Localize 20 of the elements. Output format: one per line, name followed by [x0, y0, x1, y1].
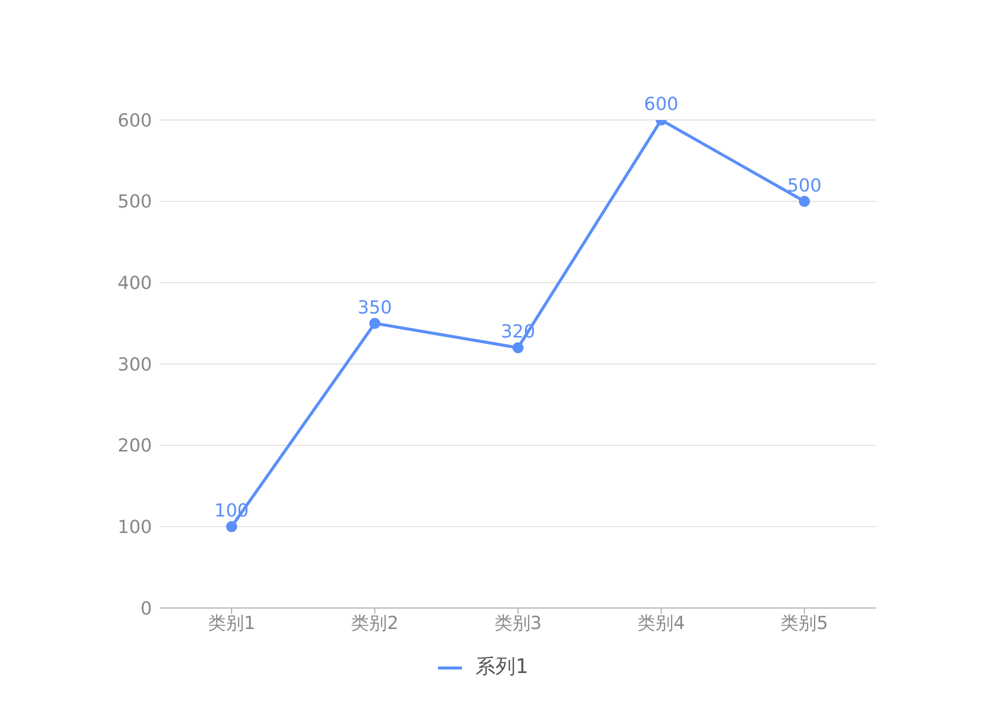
point — [798, 196, 810, 207]
y-tick-label: 500 — [118, 192, 152, 213]
y-tick-label: 100 — [118, 517, 152, 538]
data-label: 600 — [644, 94, 678, 115]
x-tick-label: 类别4 — [637, 612, 685, 634]
y-tick-label: 600 — [118, 110, 152, 132]
x-tick-label: 类别5 — [780, 612, 828, 634]
y-tick-label: 200 — [118, 436, 152, 457]
point — [369, 318, 380, 329]
data-label: 350 — [358, 297, 392, 318]
x-tick-label: 类别3 — [494, 612, 542, 634]
legend-label: 系列1 — [476, 654, 528, 678]
data-label: 500 — [787, 175, 822, 196]
x-tick-label: 类别1 — [208, 612, 256, 634]
point — [226, 521, 238, 532]
x-tick-label: 类别2 — [351, 612, 399, 634]
y-tick-label: 300 — [118, 354, 152, 376]
point — [512, 342, 524, 354]
y-tick-label: 400 — [118, 273, 152, 294]
y-tick-label: 0 — [140, 598, 152, 620]
